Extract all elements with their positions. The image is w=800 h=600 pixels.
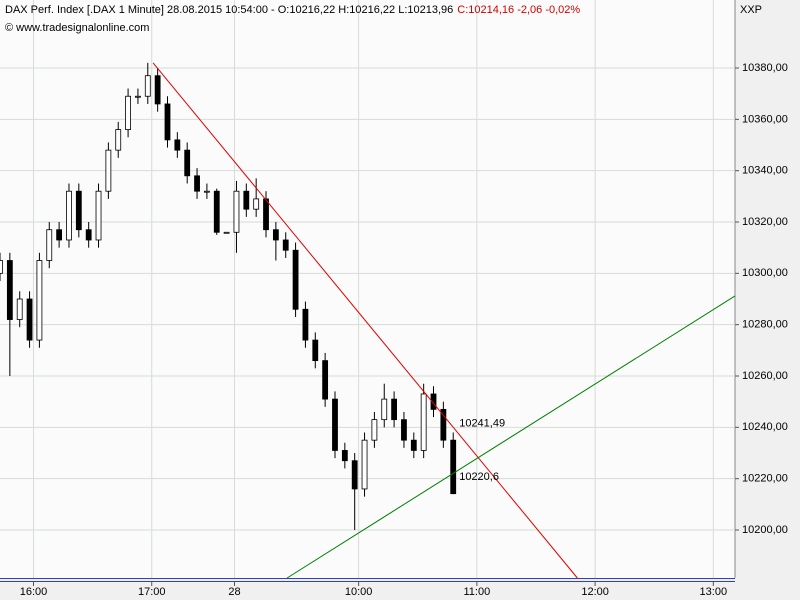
title-text: DAX Perf. Index [.DAX 1 Minute] 28.08.20… <box>5 4 453 16</box>
candle-body <box>115 129 122 151</box>
trendline <box>286 295 736 579</box>
candle-body <box>154 75 161 105</box>
candle-body <box>16 298 23 320</box>
y-tick-label: 10280,00 <box>742 319 788 331</box>
candle-body <box>184 149 191 177</box>
y-tick-label: 10220,00 <box>742 473 788 485</box>
y-tick-label: 10200,00 <box>742 524 788 536</box>
candle-body <box>361 439 368 490</box>
candle-body <box>0 260 3 274</box>
chart-title: DAX Perf. Index [.DAX 1 Minute] 28.08.20… <box>5 4 580 16</box>
candle-body <box>371 419 378 441</box>
candle-body <box>213 190 220 233</box>
candle-body <box>253 198 260 210</box>
y-tick-label: 10240,00 <box>742 421 788 433</box>
candle-body <box>420 393 427 451</box>
candle-body <box>450 439 457 495</box>
candle-body <box>272 229 279 241</box>
candle-body <box>135 95 141 98</box>
candle-body <box>233 190 240 233</box>
candle-body <box>85 229 92 241</box>
candle-body <box>204 190 210 193</box>
candle-body <box>6 260 13 320</box>
candle-body <box>223 231 230 234</box>
candle-body <box>194 175 200 192</box>
grid <box>0 0 735 578</box>
y-tick-label: 10380,00 <box>742 62 788 74</box>
candle-body <box>312 339 319 362</box>
y-tick-label: 10320,00 <box>742 216 788 228</box>
candle-body <box>381 398 388 421</box>
candle-body <box>105 149 112 192</box>
candle-body <box>56 229 63 241</box>
x-tick-label: 17:00 <box>138 586 166 598</box>
y-tick-label: 10300,00 <box>742 267 788 279</box>
candle-body <box>46 229 53 261</box>
candle-body <box>410 439 417 451</box>
candle-body <box>351 460 358 490</box>
trendline-label: 10220,6 <box>459 471 499 483</box>
x-tick-label: 10:00 <box>345 586 373 598</box>
candle-body <box>26 298 33 341</box>
x-tick-label: 16:00 <box>20 586 48 598</box>
x-tick-label: 12:00 <box>581 586 609 598</box>
candle-body <box>125 95 131 131</box>
candle-body <box>243 190 250 210</box>
axis-background <box>735 0 800 600</box>
subtitle: © www.tradesignalonline.com <box>5 22 149 34</box>
candle-body <box>322 360 329 400</box>
candle-body <box>391 398 398 421</box>
candle-body <box>292 249 299 310</box>
trendline <box>152 62 578 579</box>
candle-body <box>75 190 82 231</box>
y-tick-label: 10340,00 <box>742 165 788 177</box>
candle-body <box>66 190 72 241</box>
title-change: C:10214,16 -2,06 -0,02% <box>457 4 580 16</box>
candle-body <box>282 239 289 251</box>
candle-body <box>302 308 309 341</box>
candle-body <box>430 393 437 410</box>
candle-body <box>332 398 338 451</box>
candle-body <box>174 139 181 151</box>
candle-body <box>95 190 102 241</box>
x-tick-label: 28 <box>228 586 240 598</box>
axis-label: XXP <box>740 4 762 16</box>
candle-body <box>341 450 348 462</box>
x-tick-label: 13:00 <box>700 586 728 598</box>
marks <box>0 62 736 579</box>
candle-body <box>144 75 151 97</box>
x-tick-label: 11:00 <box>464 586 491 598</box>
y-tick-label: 10260,00 <box>742 370 788 382</box>
candle-body <box>263 198 269 231</box>
axis-background <box>0 578 735 600</box>
candle-body <box>164 103 171 141</box>
candle-body <box>401 419 407 441</box>
candle-body <box>36 260 43 341</box>
plot-background <box>0 0 735 578</box>
trendline-label: 10241,49 <box>459 417 505 429</box>
y-tick-label: 10360,00 <box>742 113 788 125</box>
candle-body <box>440 408 447 441</box>
